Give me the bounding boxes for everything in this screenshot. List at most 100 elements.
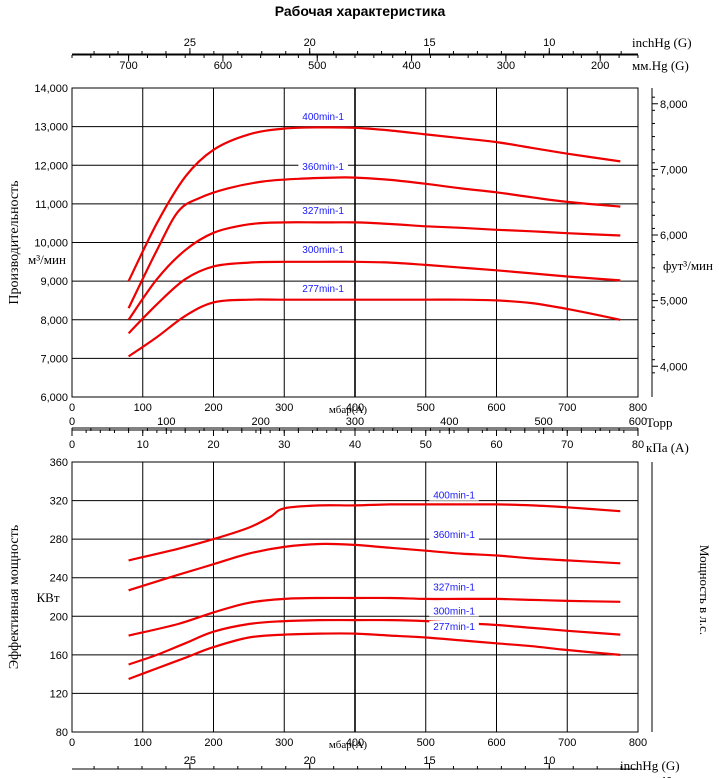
inchhg-bottom-tick-label: 25 bbox=[184, 755, 196, 767]
x-tick-label: 600 bbox=[487, 737, 505, 749]
x-tick-label: 700 bbox=[558, 402, 576, 414]
y-tick-label: 240 bbox=[50, 573, 68, 585]
y-axis-unit: м³/мин bbox=[28, 252, 66, 267]
x-axis-label: мбар(A) bbox=[329, 404, 368, 416]
kpa-mid-tick-label: 60 bbox=[490, 439, 502, 451]
series-line-300min-1 bbox=[128, 618, 621, 666]
y-axis-label: Эффективная мощность bbox=[7, 525, 22, 669]
x-tick-label: 500 bbox=[417, 737, 435, 749]
y-tick-label: 11,000 bbox=[35, 199, 68, 211]
y2-tick-label: 7,000 bbox=[660, 164, 688, 176]
speed-label: 400min-1 bbox=[302, 112, 344, 123]
series-line-300min-1 bbox=[127, 260, 621, 335]
mmhg-top-tick-label: 400 bbox=[402, 60, 420, 72]
y-axis-unit: КВт bbox=[36, 590, 59, 605]
y-tick-label: 80 bbox=[56, 727, 68, 739]
speed-label: 400min-1 bbox=[433, 491, 475, 502]
series-line-400min-1 bbox=[127, 126, 621, 282]
speed-label: 360min-1 bbox=[302, 162, 344, 173]
x-tick-label: 700 bbox=[558, 737, 576, 749]
series-line-360min-1 bbox=[127, 176, 621, 309]
inchhg-top-tick-label: 10 bbox=[543, 37, 555, 49]
x-tick-label: 300 bbox=[275, 402, 293, 414]
y-tick-label: 320 bbox=[50, 496, 68, 508]
speed-label: 360min-1 bbox=[433, 530, 475, 541]
y-tick-label: 8,000 bbox=[40, 315, 68, 327]
speed-label: 277min-1 bbox=[433, 622, 475, 633]
x-tick-label: 0 bbox=[69, 737, 75, 749]
series-line-400min-1 bbox=[128, 503, 621, 562]
y2-tick-label: 6,000 bbox=[660, 230, 688, 242]
series-line-327min-1 bbox=[128, 596, 621, 637]
torr-mid-tick-label: 500 bbox=[534, 416, 552, 428]
x-tick-label: 500 bbox=[417, 402, 435, 414]
kpa-mid-label: кПа (A) bbox=[646, 440, 689, 455]
series-line-277min-1 bbox=[128, 632, 621, 681]
inchhg-top-tick-label: 15 bbox=[423, 37, 435, 49]
series-line-327min-1 bbox=[127, 221, 621, 321]
y-tick-label: 360 bbox=[50, 457, 68, 469]
mmhg-top-tick-label: 600 bbox=[214, 60, 232, 72]
torr-mid-tick-label: 0 bbox=[69, 416, 75, 428]
mmhg-top-tick-label: 500 bbox=[308, 60, 326, 72]
x-tick-label: 100 bbox=[134, 737, 152, 749]
bottom-pressure-scale: 25 20 15 10 inchHg (G) bbox=[72, 755, 680, 773]
x-tick-label: 0 bbox=[69, 402, 75, 414]
y-tick-label: 120 bbox=[50, 688, 68, 700]
x-tick-label: 400 bbox=[346, 737, 364, 749]
speed-label: 277min-1 bbox=[302, 284, 344, 295]
mmhg-top-tick-label: 300 bbox=[497, 60, 515, 72]
kpa-mid-tick-label: 0 bbox=[69, 439, 75, 451]
mmhg-top-label: мм.Hg (G) bbox=[632, 58, 689, 73]
chart-title: Рабочая характеристика bbox=[275, 3, 446, 19]
series-line-277min-1 bbox=[127, 298, 621, 358]
torr-mid-tick-label: 100 bbox=[157, 416, 175, 428]
torr-mid-label: Торр bbox=[646, 415, 672, 430]
y-tick-label: 9,000 bbox=[40, 276, 68, 288]
kpa-mid-tick-label: 40 bbox=[349, 439, 361, 451]
y-tick-label: 6,000 bbox=[40, 392, 68, 404]
inchhg-top-label: inchHg (G) bbox=[632, 35, 692, 50]
mmhg-top-tick-label: 700 bbox=[119, 60, 137, 72]
speed-label: 327min-1 bbox=[433, 582, 475, 593]
kpa-mid-tick-label: 20 bbox=[207, 439, 219, 451]
x-tick-label: 800 bbox=[629, 402, 647, 414]
y2-axis-label: Мощность в л.с. bbox=[697, 545, 712, 635]
speed-label: 300min-1 bbox=[433, 606, 475, 617]
inchhg-bottom-tick-label: 10 bbox=[543, 755, 555, 767]
kpa-mid-tick-label: 30 bbox=[278, 439, 290, 451]
torr-mid-tick-label: 400 bbox=[440, 416, 458, 428]
y2-tick-label: 40 bbox=[660, 775, 672, 778]
x-tick-label: 400 bbox=[346, 402, 364, 414]
y2-tick-label: 4,000 bbox=[660, 361, 688, 373]
y-axis-label: Производительность bbox=[7, 180, 22, 304]
inchhg-bottom-tick-label: 20 bbox=[304, 755, 316, 767]
kpa-mid-tick-label: 70 bbox=[561, 439, 573, 451]
y2-tick-label: 8,000 bbox=[660, 99, 688, 111]
y2-tick-label: 5,000 bbox=[660, 296, 688, 308]
inchhg-bottom-tick-label: 15 bbox=[423, 755, 435, 767]
y-tick-label: 10,000 bbox=[34, 238, 68, 250]
x-tick-label: 600 bbox=[487, 402, 505, 414]
x-axis-label: мбар(A) bbox=[329, 739, 368, 751]
y-tick-label: 12,000 bbox=[34, 160, 68, 172]
y-tick-label: 7,000 bbox=[40, 353, 68, 365]
series-line-360min-1 bbox=[128, 542, 621, 592]
speed-label: 300min-1 bbox=[302, 245, 344, 256]
y2-axis-label: фут³/мин bbox=[663, 258, 713, 273]
power-plot: 0 100 200 300 400 500 600 700 800 80 120 160 200 240 2… bbox=[7, 457, 712, 778]
torr-mid-tick-label: 200 bbox=[251, 416, 269, 428]
x-tick-label: 200 bbox=[204, 737, 222, 749]
y-tick-label: 13,000 bbox=[34, 122, 68, 134]
inchhg-top-tick-label: 20 bbox=[304, 37, 316, 49]
y-tick-label: 280 bbox=[50, 534, 68, 546]
x-tick-label: 800 bbox=[629, 737, 647, 749]
x-tick-label: 300 bbox=[275, 737, 293, 749]
capacity-plot: 0 100 200 300 400 500 600 700 800 6,000 7,000 8,000… bbox=[7, 83, 713, 416]
x-tick-label: 100 bbox=[134, 402, 152, 414]
torr-mid-tick-label: 600 bbox=[629, 416, 647, 428]
y-tick-label: 14,000 bbox=[34, 83, 68, 95]
kpa-mid-tick-label: 50 bbox=[420, 439, 432, 451]
